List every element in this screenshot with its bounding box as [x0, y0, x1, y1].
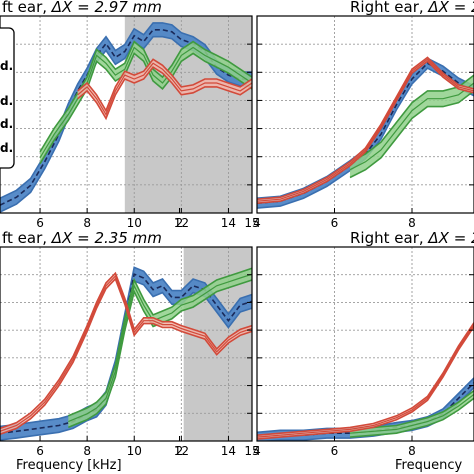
axes-frame	[256, 246, 474, 442]
series-band-edge-red	[77, 58, 252, 113]
x-tick-label: 8	[408, 216, 416, 230]
x-tick-label: 12	[174, 216, 189, 230]
axes-frame	[0, 246, 253, 442]
series-band-edge-red	[257, 56, 474, 200]
series-line-red	[257, 324, 474, 438]
axes-frame	[0, 15, 253, 214]
series-band-edge-green	[39, 52, 252, 165]
series-band-edge-blue	[257, 377, 474, 434]
series-line-green	[349, 393, 474, 434]
series-band-edge-red	[0, 271, 252, 430]
series-band-edge-green	[67, 267, 252, 417]
series-band-edge-green	[349, 397, 474, 438]
legend-frame	[0, 27, 15, 169]
x-tick-label: 8	[408, 444, 416, 458]
plot-area: 2 4 6 8	[176, 15, 474, 230]
x-tick-label: 14	[221, 216, 236, 230]
legend-entry: d.	[0, 94, 13, 108]
x-tick-label: 6	[331, 216, 339, 230]
panel-title: ft ear, ΔX = 2.97 mm	[2, 0, 162, 16]
plot-content	[257, 247, 474, 441]
series-band-edge-red	[257, 60, 474, 204]
x-tick-label: 10	[127, 444, 142, 458]
panel-title: Right ear, ΔX = 2	[350, 229, 474, 247]
x-tick-label: 4	[253, 444, 261, 458]
series-band-edge-green	[349, 389, 474, 431]
plot-content	[257, 16, 474, 213]
x-tick-label: 12	[174, 444, 189, 458]
x-tick-label: 4	[253, 216, 261, 230]
series-line-red	[0, 275, 252, 432]
plot-background	[257, 16, 474, 213]
plot-content	[0, 16, 252, 213]
x-tick-label: 15	[244, 216, 259, 230]
plot-area: 6 8 10 12 14 15	[0, 246, 260, 458]
series-line-blue	[257, 62, 474, 204]
x-axis-label: Frequency	[395, 458, 462, 473]
legend: d. d. d. d.	[0, 27, 15, 169]
plot-content	[0, 247, 252, 441]
x-tick-label: 15	[244, 444, 259, 458]
series-line-red	[77, 62, 252, 116]
series-band-green	[350, 75, 474, 178]
x-tick-label: 8	[83, 444, 91, 458]
series-band-edge-red	[257, 322, 474, 436]
x-tick-label: 8	[83, 216, 91, 230]
series-band-blue	[0, 22, 252, 213]
x-tick-label: 6	[331, 444, 339, 458]
plot-area: 2 4 6 8	[176, 246, 474, 458]
x-tick-label: 10	[127, 216, 142, 230]
panel-title: Right ear, ΔX = 2	[350, 0, 474, 16]
series-band-edge-green	[67, 279, 252, 429]
series-band-edge-red	[77, 66, 252, 121]
plot-background	[257, 247, 474, 441]
series-line-red	[257, 58, 474, 202]
series-band-edge-green	[349, 90, 474, 179]
x-tick-label: 14	[221, 444, 236, 458]
panel-top-left: ft ear, ΔX = 2.97 mm 6 8 10 12 14 15	[0, 0, 260, 230]
panel-bottom-left: ft ear, ΔX = 2.35 mm 6 8 10 12 14 15 Frequenc…	[0, 229, 260, 473]
legend-entry: d.	[0, 141, 13, 155]
panel-bottom-right: Right ear, ΔX = 2 2 4 6 8 Frequency	[176, 229, 474, 473]
x-tick-label: 2	[176, 216, 184, 230]
x-tick-label: 6	[36, 444, 44, 458]
panel-top-right: Right ear, ΔX = 2 2 4 6 8	[176, 0, 474, 230]
series-band-green	[68, 268, 252, 428]
x-tick-label: 6	[36, 216, 44, 230]
x-axis-label: Frequency [kHz]	[16, 458, 122, 473]
x-tick-label: 2	[176, 444, 184, 458]
legend-entry: d.	[0, 117, 13, 131]
series-band-edge-red	[0, 277, 252, 435]
series-band-edge-red	[257, 326, 474, 440]
plot-area: 6 8 10 12 14 15	[0, 15, 260, 230]
legend-entry: d.	[0, 59, 13, 73]
axes-frame	[256, 15, 474, 214]
panel-title: ft ear, ΔX = 2.35 mm	[2, 229, 162, 247]
series-line-green	[349, 82, 474, 171]
series-band-edge-green	[349, 74, 474, 163]
